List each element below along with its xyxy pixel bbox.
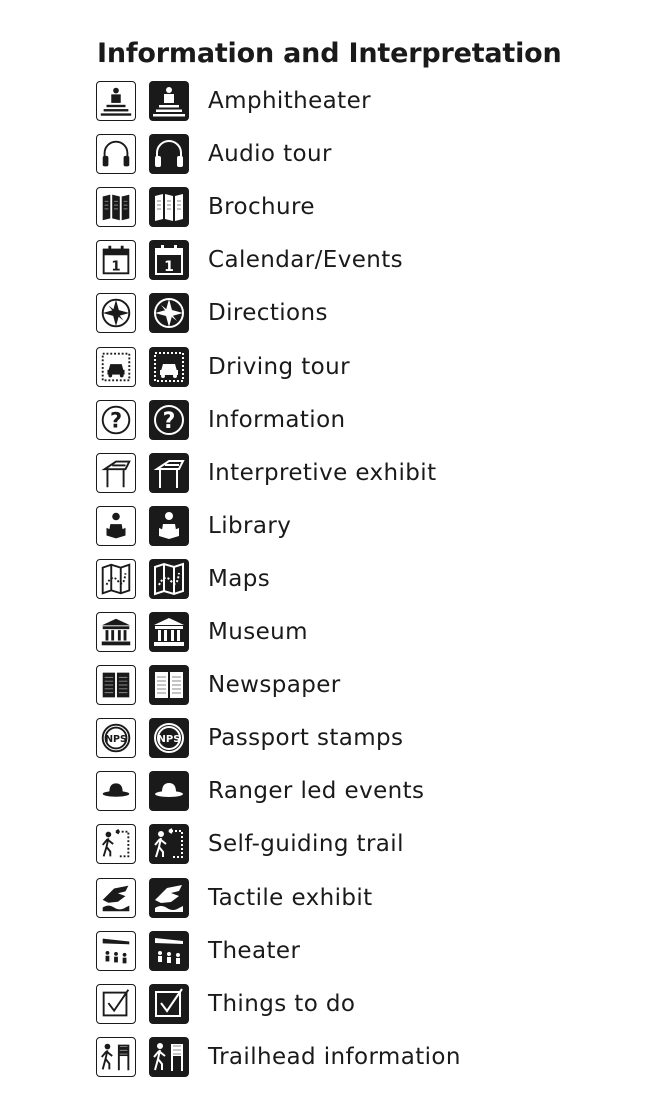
headphones-icon: [149, 134, 189, 174]
item-label: Newspaper: [208, 672, 341, 698]
item-label: Ranger led events: [208, 778, 425, 804]
item-label: Interpretive exhibit: [208, 460, 437, 486]
svg-text:1: 1: [164, 259, 174, 275]
list-item: ? ? Information: [96, 400, 576, 442]
item-label: Passport stamps: [208, 725, 404, 751]
item-label: Amphitheater: [208, 88, 371, 114]
item-label: Library: [208, 513, 292, 539]
item-label: Museum: [208, 619, 308, 645]
checkbox-icon: [96, 984, 136, 1024]
brochure-icon: [149, 187, 189, 227]
brochure-icon: [96, 187, 136, 227]
newspaper-icon: [96, 665, 136, 705]
newspaper-icon: [149, 665, 189, 705]
list-item: Directions: [96, 293, 576, 335]
stamp-icon: NPS: [149, 718, 189, 758]
list-item: Driving tour: [96, 347, 576, 389]
list-item: Maps: [96, 559, 576, 601]
hand-icon: [149, 878, 189, 918]
list-item: Interpretive exhibit: [96, 453, 576, 495]
svg-text:NPS: NPS: [158, 734, 181, 745]
list-item: NPS NPS Passport stamps: [96, 718, 576, 760]
trailhead-icon: [149, 1037, 189, 1077]
item-label: Brochure: [208, 194, 315, 220]
section-title: Information and Interpretation: [97, 38, 562, 69]
list-item: Library: [96, 506, 576, 548]
item-label: Maps: [208, 566, 271, 592]
svg-text:?: ?: [110, 409, 122, 433]
exhibit-icon: [149, 453, 189, 493]
item-label: Audio tour: [208, 141, 332, 167]
checkbox-icon: [149, 984, 189, 1024]
list-item: Theater: [96, 931, 576, 973]
stamp-icon: NPS: [96, 718, 136, 758]
list-item: Tactile exhibit: [96, 878, 576, 920]
theater-icon: [96, 931, 136, 971]
item-label: Calendar/Events: [208, 247, 404, 273]
item-label: Theater: [208, 938, 301, 964]
svg-text:?: ?: [163, 409, 176, 434]
list-item: Self-guiding trail: [96, 824, 576, 866]
item-label: Driving tour: [208, 354, 350, 380]
hand-icon: [96, 878, 136, 918]
museum-icon: [149, 612, 189, 652]
list-item: Brochure: [96, 187, 576, 229]
car-icon: [96, 347, 136, 387]
amphitheater-icon: [96, 81, 136, 121]
item-label: Trailhead information: [208, 1044, 461, 1070]
hiker-trail-icon: [149, 824, 189, 864]
list-item: Newspaper: [96, 665, 576, 707]
reader-icon: [96, 506, 136, 546]
calendar-icon: 1: [96, 240, 136, 280]
list-item: Trailhead information: [96, 1037, 576, 1079]
car-icon: [149, 347, 189, 387]
list-item: Ranger led events: [96, 771, 576, 813]
list-item: Museum: [96, 612, 576, 654]
question-icon: ?: [149, 400, 189, 440]
svg-text:NPS: NPS: [105, 734, 127, 745]
item-label: Information: [208, 407, 346, 433]
list-item: Amphitheater: [96, 81, 576, 123]
ranger-hat-icon: [96, 771, 136, 811]
item-label: Things to do: [208, 991, 356, 1017]
amphitheater-icon: [149, 81, 189, 121]
item-label: Directions: [208, 300, 328, 326]
list-item: Audio tour: [96, 134, 576, 176]
list-item: 1 1 Calendar/Events: [96, 240, 576, 282]
compass-icon: [96, 293, 136, 333]
trailhead-icon: [96, 1037, 136, 1077]
headphones-icon: [96, 134, 136, 174]
reader-icon: [149, 506, 189, 546]
question-icon: ?: [96, 400, 136, 440]
map-icon: [96, 559, 136, 599]
theater-icon: [149, 931, 189, 971]
ranger-hat-icon: [149, 771, 189, 811]
item-label: Self-guiding trail: [208, 831, 404, 857]
list-item: Things to do: [96, 984, 576, 1026]
map-icon: [149, 559, 189, 599]
svg-text:1: 1: [111, 259, 120, 274]
item-label: Tactile exhibit: [208, 885, 373, 911]
exhibit-icon: [96, 453, 136, 493]
calendar-icon: 1: [149, 240, 189, 280]
hiker-trail-icon: [96, 824, 136, 864]
compass-icon: [149, 293, 189, 333]
museum-icon: [96, 612, 136, 652]
